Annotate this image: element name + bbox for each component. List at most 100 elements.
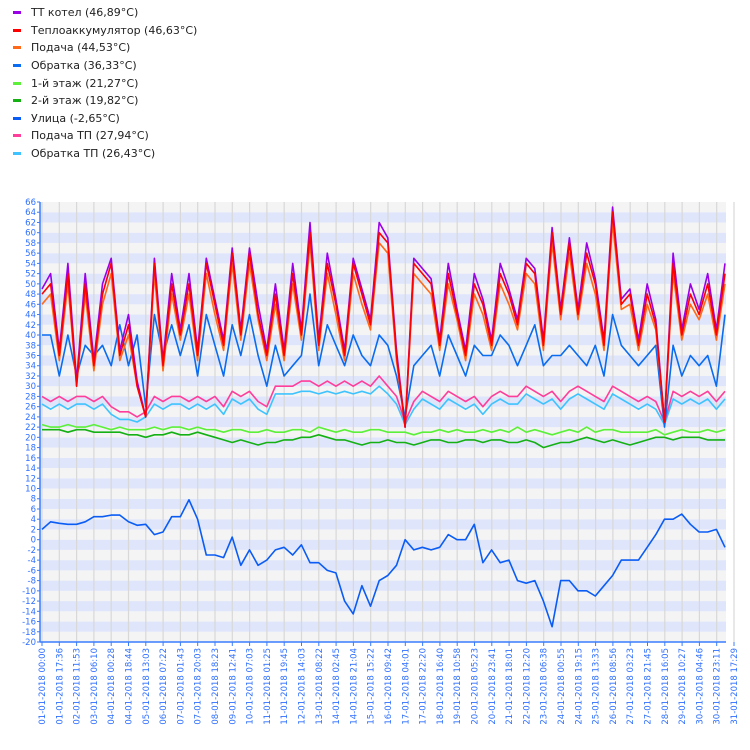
grid-band <box>40 508 726 520</box>
y-tick-label: -8 <box>28 577 36 587</box>
x-tick-label: 31-01-2018 17:29 <box>730 648 740 725</box>
y-tick-label: 48 <box>25 290 36 300</box>
y-tick-label: 18 <box>25 444 36 454</box>
series-line-5 <box>42 428 725 449</box>
grid-band <box>40 468 726 479</box>
y-tick-label: 22 <box>25 423 36 433</box>
y-tick-label: 32 <box>25 372 36 382</box>
y-tick-label: -6 <box>28 566 36 576</box>
x-tick-label: 06-01-2018 07:22 <box>159 648 169 725</box>
legend: ТТ котел (46,89°C) Теплоаккумулятор (46,6… <box>12 4 197 162</box>
x-tick-label: 04-01-2018 18:44 <box>125 648 135 725</box>
x-tick-label: 29-01-2018 10:27 <box>678 648 688 725</box>
legend-label: 1-й этаж (21,27°C) <box>31 76 139 90</box>
legend-label: Подача (44,53°C) <box>31 41 131 55</box>
y-tick-label: 16 <box>25 454 36 464</box>
x-tick-label: 15-01-2018 15:22 <box>367 648 377 725</box>
grid-band <box>40 590 726 602</box>
y-tick-label: -10 <box>22 587 36 597</box>
y-tick-label: 40 <box>25 331 36 341</box>
y-tick-label: 46 <box>25 300 36 310</box>
legend-label: ТТ котел (46,89°C) <box>31 6 139 20</box>
grid-band <box>40 539 726 550</box>
x-tick-label: 22-01-2018 12:20 <box>522 648 532 725</box>
grid-band <box>40 529 726 540</box>
y-tick-label: 60 <box>25 229 36 239</box>
x-tick-label: 02-01-2018 11:53 <box>73 648 83 725</box>
grid-band <box>40 273 726 284</box>
y-tick-label: 20 <box>25 433 36 443</box>
x-tick-label: 01-01-2018 00:00 <box>38 648 48 725</box>
grid-band <box>40 212 726 223</box>
legend-swatch <box>13 116 21 120</box>
grid-band <box>40 560 726 571</box>
grid-band <box>40 601 726 612</box>
x-tick-label: 11-01-2018 19:45 <box>280 648 290 725</box>
y-tick-label: -4 <box>28 556 36 566</box>
y-tick-label: -12 <box>22 597 36 607</box>
legend-label: 2-й этаж (19,82°C) <box>31 94 139 108</box>
series-line-8 <box>41 385 726 426</box>
x-tick-label: 16-01-2018 09:42 <box>384 648 394 725</box>
grid-band <box>40 253 726 264</box>
legend-item[interactable]: Теплоаккумулятор (46,63°C) <box>12 22 197 40</box>
legend-item[interactable]: ТТ котел (46,89°C) <box>12 4 197 22</box>
grid-band <box>40 365 726 376</box>
grid-band <box>40 427 726 438</box>
legend-item[interactable]: 1-й этаж (21,27°C) <box>12 74 197 92</box>
x-tick-label: 08-01-2018 18:23 <box>211 648 221 725</box>
grid-band <box>40 355 726 366</box>
grid-band <box>40 478 726 489</box>
y-tick-label: 62 <box>25 218 36 228</box>
grid-band <box>40 345 726 356</box>
series-line-3 <box>42 293 726 428</box>
x-tick-label: 11-01-2018 01:25 <box>263 648 273 725</box>
legend-swatch <box>13 81 21 85</box>
x-tick-label: 13-01-2018 08:22 <box>315 648 325 725</box>
grid-band <box>40 519 726 530</box>
x-tick-label: 27-01-2018 21:45 <box>644 648 654 725</box>
legend-item[interactable]: Обратка (36,33°C) <box>12 57 197 75</box>
x-tick-label: 07-01-2018 20:03 <box>194 648 204 725</box>
x-tick-label: 17-01-2018 04:01 <box>401 648 411 725</box>
legend-swatch <box>13 11 21 15</box>
x-tick-label: 14-01-2018 21:04 <box>349 648 359 725</box>
grid-band <box>40 570 726 581</box>
grid-band <box>40 294 726 305</box>
grid-band <box>40 447 726 458</box>
legend-label: Теплоаккумулятор (46,63°C) <box>31 23 198 37</box>
grid-band <box>40 549 726 561</box>
legend-item[interactable]: Подача ТП (27,94°C) <box>12 127 197 145</box>
grid-band <box>40 263 726 274</box>
grid-band <box>40 631 726 642</box>
x-tick-label: 28-01-2018 16:05 <box>661 648 671 725</box>
y-tick-label: 54 <box>25 259 36 269</box>
series-line-7 <box>41 375 726 423</box>
y-tick-label: 44 <box>25 311 36 321</box>
x-tick-label: 25-01-2018 13:33 <box>592 648 602 725</box>
x-tick-label: 27-01-2018 03:23 <box>626 648 636 725</box>
y-tick-label: 38 <box>25 341 36 351</box>
grid-band <box>40 283 726 295</box>
x-tick-label: 24-01-2018 19:15 <box>574 648 584 725</box>
grid-band <box>40 222 726 233</box>
y-tick-label: 26 <box>25 403 36 413</box>
grid-band <box>40 488 726 499</box>
y-tick-label: 52 <box>25 270 36 280</box>
legend-item[interactable]: Улица (-2,65°C) <box>12 110 197 128</box>
legend-item[interactable]: Подача (44,53°C) <box>12 39 197 57</box>
grid-band <box>40 202 726 213</box>
y-tick-label: 10 <box>25 485 36 495</box>
legend-item[interactable]: 2-й этаж (19,82°C) <box>12 92 197 110</box>
x-tick-label: 18-01-2018 16:40 <box>436 648 446 725</box>
grid-band <box>40 304 726 315</box>
y-tick-label: -18 <box>22 628 36 638</box>
x-tick-label: 12-01-2018 14:03 <box>298 648 308 725</box>
legend-item[interactable]: Обратка ТП (26,43°C) <box>12 145 197 163</box>
grid-band <box>40 314 726 325</box>
grid-band <box>40 406 726 417</box>
x-tick-label: 01-01-2018 17:36 <box>55 648 65 725</box>
y-tick-label: 4 <box>31 515 36 525</box>
grid-band <box>40 437 726 448</box>
x-tick-label: 20-01-2018 23:41 <box>488 648 498 725</box>
